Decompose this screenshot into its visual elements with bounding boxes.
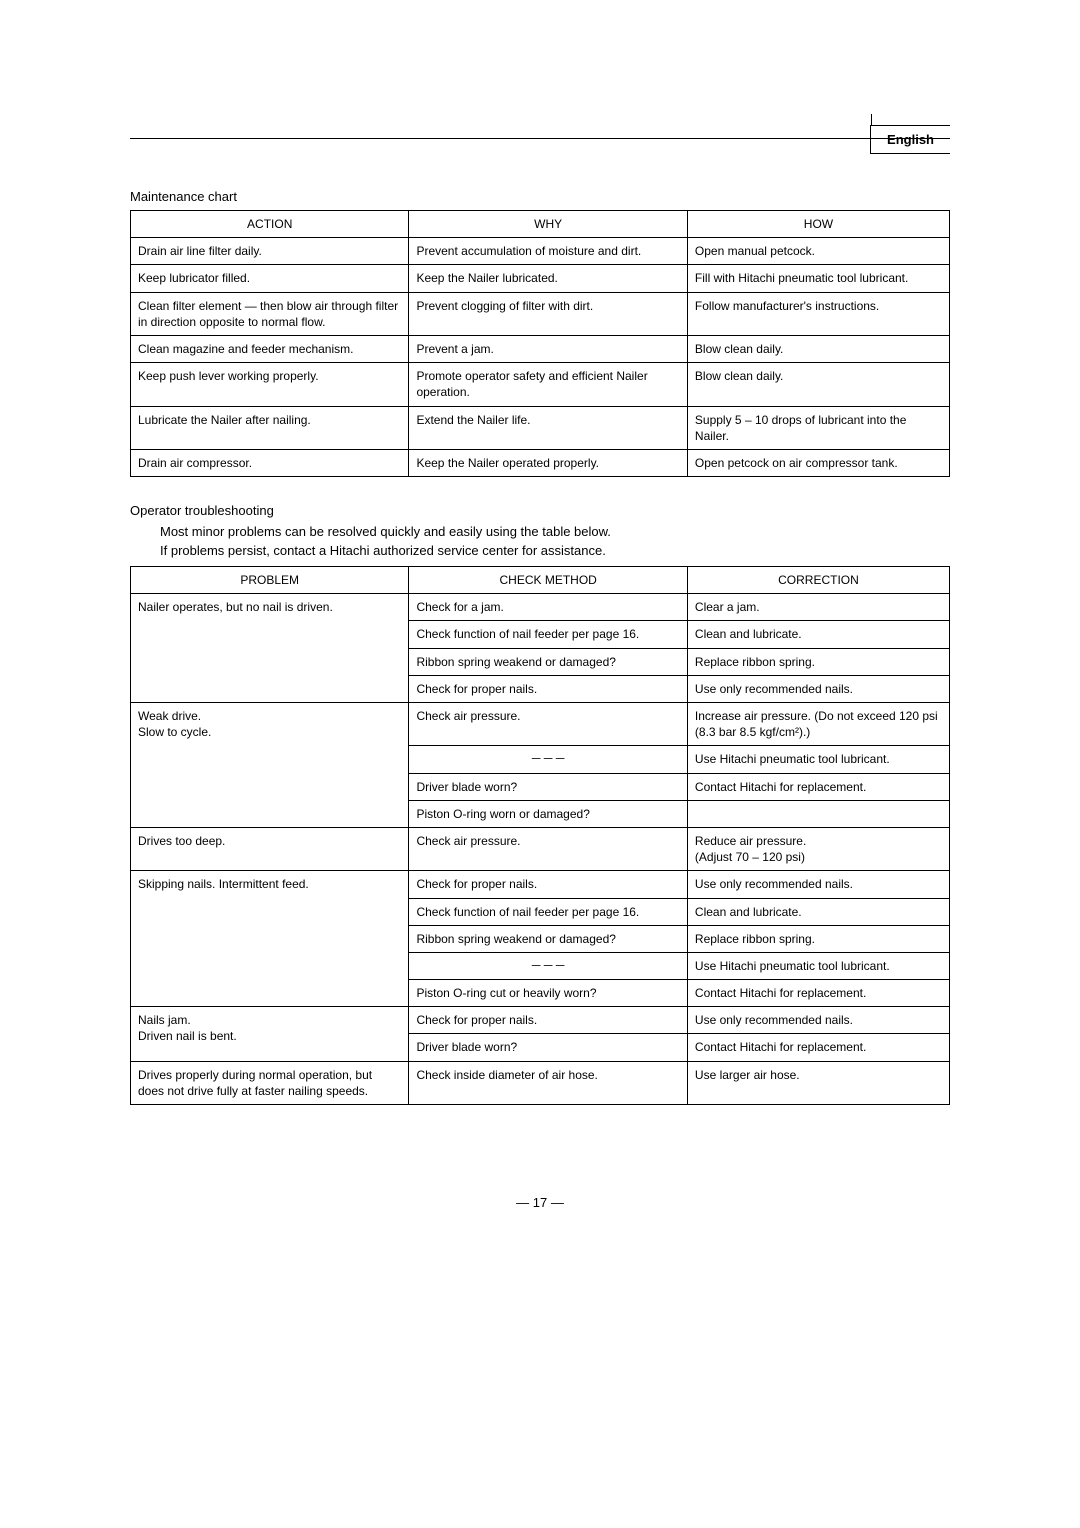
table-cell: Open manual petcock. bbox=[687, 238, 949, 265]
table-cell-correction: Contact Hitachi for replacement. bbox=[687, 980, 949, 1007]
table-header-row: PROBLEM CHECK METHOD CORRECTION bbox=[131, 567, 950, 594]
table-row: Drives too deep.Check air pressure.Reduc… bbox=[131, 827, 950, 870]
maintenance-header-how: HOW bbox=[687, 211, 949, 238]
table-cell: Keep the Nailer lubricated. bbox=[409, 265, 687, 292]
troubleshooting-table: PROBLEM CHECK METHOD CORRECTION Nailer o… bbox=[130, 566, 950, 1105]
table-cell-correction: Use Hitachi pneumatic tool lubricant. bbox=[687, 746, 949, 773]
table-cell: Fill with Hitachi pneumatic tool lubrica… bbox=[687, 265, 949, 292]
table-cell-check: －－－ bbox=[409, 746, 687, 773]
table-cell: Lubricate the Nailer after nailing. bbox=[131, 406, 409, 449]
table-cell-correction: Increase air pressure. (Do not exceed 12… bbox=[687, 703, 949, 746]
table-cell-correction: Clear a jam. bbox=[687, 594, 949, 621]
table-cell-correction: Clean and lubricate. bbox=[687, 621, 949, 648]
table-row: Lubricate the Nailer after nailing.Exten… bbox=[131, 406, 950, 449]
table-cell-check: Check air pressure. bbox=[409, 703, 687, 746]
table-cell: Prevent accumulation of moisture and dir… bbox=[409, 238, 687, 265]
table-cell-correction: Reduce air pressure.(Adjust 70 – 120 psi… bbox=[687, 827, 949, 870]
table-cell-problem: Nailer operates, but no nail is driven. bbox=[131, 594, 409, 703]
troubleshooting-sub1: Most minor problems can be resolved quic… bbox=[160, 524, 950, 539]
table-cell: Clean filter element — then blow air thr… bbox=[131, 292, 409, 335]
table-cell-correction: Use only recommended nails. bbox=[687, 871, 949, 898]
table-cell-correction: Use only recommended nails. bbox=[687, 675, 949, 702]
table-cell: Keep the Nailer operated properly. bbox=[409, 449, 687, 476]
page-container: English Maintenance chart ACTION WHY HOW… bbox=[0, 0, 1080, 1270]
table-cell-correction: Use Hitachi pneumatic tool lubricant. bbox=[687, 952, 949, 979]
troubleshooting-header-check: CHECK METHOD bbox=[409, 567, 687, 594]
table-row: Nails jam.Driven nail is bent.Check for … bbox=[131, 1007, 950, 1034]
table-cell: Follow manufacturer's instructions. bbox=[687, 292, 949, 335]
table-row: Clean filter element — then blow air thr… bbox=[131, 292, 950, 335]
table-cell-problem: Drives properly during normal operation,… bbox=[131, 1061, 409, 1104]
table-cell: Drain air line filter daily. bbox=[131, 238, 409, 265]
table-row: Keep push lever working properly.Promote… bbox=[131, 363, 950, 406]
table-row: Skipping nails. Intermittent feed.Check … bbox=[131, 871, 950, 898]
troubleshooting-title: Operator troubleshooting bbox=[130, 503, 950, 518]
table-cell-problem: Nails jam.Driven nail is bent. bbox=[131, 1007, 409, 1061]
maintenance-table: ACTION WHY HOW Drain air line filter dai… bbox=[130, 210, 950, 477]
table-cell-correction: Clean and lubricate. bbox=[687, 898, 949, 925]
table-row: Clean magazine and feeder mechanism.Prev… bbox=[131, 335, 950, 362]
table-cell-problem: Skipping nails. Intermittent feed. bbox=[131, 871, 409, 1007]
table-cell-check: Check inside diameter of air hose. bbox=[409, 1061, 687, 1104]
table-row: Drain air line filter daily.Prevent accu… bbox=[131, 238, 950, 265]
table-cell: Supply 5 – 10 drops of lubricant into th… bbox=[687, 406, 949, 449]
table-cell: Prevent a jam. bbox=[409, 335, 687, 362]
language-badge: English bbox=[870, 125, 950, 154]
table-row: Nailer operates, but no nail is driven.C… bbox=[131, 594, 950, 621]
troubleshooting-sub2: If problems persist, contact a Hitachi a… bbox=[160, 543, 950, 558]
table-cell-check: Piston O-ring worn or damaged? bbox=[409, 800, 687, 827]
table-cell: Blow clean daily. bbox=[687, 335, 949, 362]
table-cell-check: Driver blade worn? bbox=[409, 773, 687, 800]
table-cell-correction: Contact Hitachi for replacement. bbox=[687, 1034, 949, 1061]
table-row: Drain air compressor.Keep the Nailer ope… bbox=[131, 449, 950, 476]
table-cell: Blow clean daily. bbox=[687, 363, 949, 406]
table-cell: Keep lubricator filled. bbox=[131, 265, 409, 292]
table-cell-correction: Replace ribbon spring. bbox=[687, 648, 949, 675]
maintenance-header-action: ACTION bbox=[131, 211, 409, 238]
table-cell-check: Piston O-ring cut or heavily worn? bbox=[409, 980, 687, 1007]
table-row: Keep lubricator filled.Keep the Nailer l… bbox=[131, 265, 950, 292]
maintenance-header-why: WHY bbox=[409, 211, 687, 238]
troubleshooting-header-correction: CORRECTION bbox=[687, 567, 949, 594]
table-cell-correction: Replace ribbon spring. bbox=[687, 925, 949, 952]
table-cell: Promote operator safety and efficient Na… bbox=[409, 363, 687, 406]
table-cell: Clean magazine and feeder mechanism. bbox=[131, 335, 409, 362]
table-cell: Keep push lever working properly. bbox=[131, 363, 409, 406]
table-cell-correction: Use only recommended nails. bbox=[687, 1007, 949, 1034]
table-cell-correction: Contact Hitachi for replacement. bbox=[687, 773, 949, 800]
table-cell-correction: Use larger air hose. bbox=[687, 1061, 949, 1104]
table-cell-check: Check for a jam. bbox=[409, 594, 687, 621]
table-cell-check: Check function of nail feeder per page 1… bbox=[409, 621, 687, 648]
table-cell-problem: Drives too deep. bbox=[131, 827, 409, 870]
page-number: — 17 — bbox=[130, 1195, 950, 1210]
table-cell: Prevent clogging of filter with dirt. bbox=[409, 292, 687, 335]
table-cell-check: Ribbon spring weakend or damaged? bbox=[409, 925, 687, 952]
table-cell: Drain air compressor. bbox=[131, 449, 409, 476]
table-cell-check: Check for proper nails. bbox=[409, 871, 687, 898]
troubleshooting-header-problem: PROBLEM bbox=[131, 567, 409, 594]
table-cell-check: Check for proper nails. bbox=[409, 675, 687, 702]
table-cell-check: Check function of nail feeder per page 1… bbox=[409, 898, 687, 925]
table-cell-check: Check air pressure. bbox=[409, 827, 687, 870]
table-cell-check: Ribbon spring weakend or damaged? bbox=[409, 648, 687, 675]
table-cell-check: Check for proper nails. bbox=[409, 1007, 687, 1034]
table-cell-problem: Weak drive.Slow to cycle. bbox=[131, 703, 409, 828]
table-cell-correction bbox=[687, 800, 949, 827]
table-row: Weak drive.Slow to cycle.Check air press… bbox=[131, 703, 950, 746]
header-rule bbox=[130, 138, 950, 139]
table-row: Drives properly during normal operation,… bbox=[131, 1061, 950, 1104]
maintenance-title: Maintenance chart bbox=[130, 189, 950, 204]
table-cell-check: －－－ bbox=[409, 952, 687, 979]
table-cell: Extend the Nailer life. bbox=[409, 406, 687, 449]
table-cell-check: Driver blade worn? bbox=[409, 1034, 687, 1061]
table-cell: Open petcock on air compressor tank. bbox=[687, 449, 949, 476]
table-header-row: ACTION WHY HOW bbox=[131, 211, 950, 238]
